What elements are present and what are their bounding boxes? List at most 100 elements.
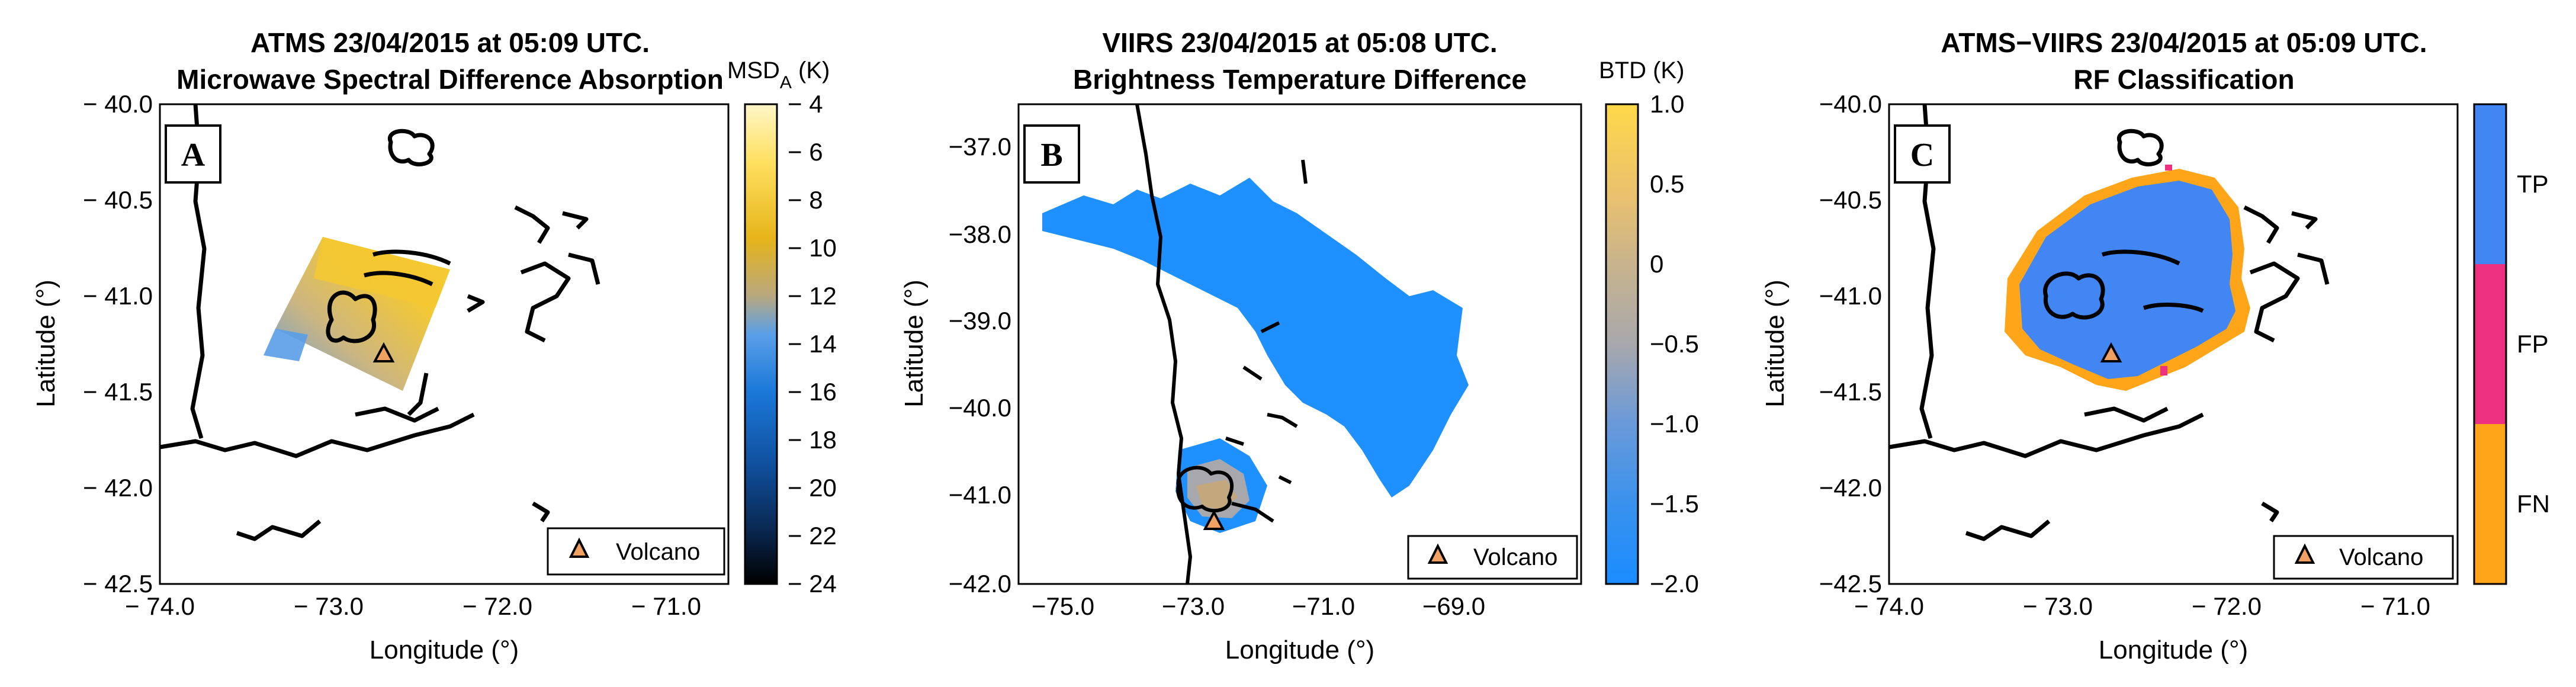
panel-a-cbtick: − 8: [788, 186, 823, 214]
panel-b-y-ticks: −37.0 −38.0 −39.0 −40.0 −41.0 −42.0: [949, 133, 1011, 598]
panel-a-xtick: − 72.0: [462, 592, 532, 620]
panel-b-cbtick: −0.5: [1650, 330, 1699, 358]
panel-a-title-line2: Microwave Spectral Difference Absorption: [176, 64, 724, 95]
panel-c-xtick: − 71.0: [2360, 592, 2430, 620]
panel-c-volcano-marker: [2100, 342, 2122, 362]
panel-c-colorbar-frame: [2473, 103, 2507, 585]
panel-b-xtick: −71.0: [1292, 592, 1355, 620]
panel-c-ylabel: Latitude (°): [1761, 280, 1790, 407]
panel-c-fp-patch: [2165, 165, 2172, 171]
panel-c-cbtick-fn: FN: [2517, 490, 2550, 518]
panel-c-fp-patch: [2160, 366, 2167, 375]
panel-a-colorbar: MSDA (K) − 4 − 6 − 8 − 10 − 12 − 14 − 16…: [727, 57, 837, 598]
panel-b-xtick: −75.0: [1032, 592, 1094, 620]
panel-c-legend-marker: [2294, 543, 2315, 564]
panel-a-cbtick: − 24: [788, 570, 837, 598]
panel-c-legend-label: Volcano: [2339, 544, 2423, 570]
panel-a-cbtick: − 6: [788, 138, 823, 166]
panel-c-map: C Volcano: [1888, 103, 2459, 585]
panel-b-ytick: −39.0: [949, 307, 1011, 335]
panel-a-cbtick: − 10: [788, 234, 837, 262]
panel-c-letter: C: [1910, 137, 1934, 174]
panel-a-coastline: [159, 104, 600, 541]
panel-a-letter: A: [181, 137, 205, 174]
panel-b-ytick: −41.0: [949, 481, 1011, 509]
panel-b-ytick: −42.0: [949, 570, 1011, 598]
panel-b-cbtick: 0.5: [1650, 170, 1684, 198]
panel-a-title-line1: ATMS 23/04/2015 at 05:09 UTC.: [250, 27, 650, 58]
panel-b-xtick: −69.0: [1422, 592, 1485, 620]
panel-a-ytick: − 42.5: [83, 570, 153, 598]
panel-c-xtick: − 72.0: [2192, 592, 2262, 620]
panel-a-cbtick: − 22: [788, 522, 837, 550]
panel-c-cbtick-fp: FP: [2517, 330, 2549, 358]
panel-c-colorbar-fp: [2474, 264, 2506, 424]
panel-a-xtick: − 73.0: [294, 592, 364, 620]
panel-c: ATMS−VIIRS 23/04/2015 at 05:09 UTC. RF C…: [1761, 27, 2550, 664]
panel-a-ylabel: Latitude (°): [31, 280, 60, 407]
panel-c-colorbar-fn: [2474, 424, 2506, 584]
panel-a-colorbar-label: MSDA (K): [727, 57, 830, 92]
panel-c-ytick: −41.0: [1819, 282, 1882, 310]
panel-b-xlabel: Longitude (°): [1225, 635, 1374, 664]
panel-a-colorbar-bar: [744, 103, 778, 585]
panel-a-cbtick: − 4: [788, 90, 823, 118]
panel-b-letter: B: [1040, 137, 1062, 174]
panel-b-legend-label: Volcano: [1473, 544, 1557, 570]
panel-c-xlabel: Longitude (°): [2099, 635, 2248, 664]
panel-a-ytick: − 40.5: [83, 186, 153, 214]
panel-c-tp-region: [2019, 181, 2235, 379]
panel-b-colorbar-label: BTD (K): [1599, 57, 1684, 84]
panel-b-ytick: −37.0: [949, 133, 1011, 160]
panel-b-cbtick: 0: [1650, 250, 1663, 278]
panel-a-axes-frame: [159, 103, 730, 585]
panel-b-cbtick: −1.0: [1650, 410, 1699, 438]
panel-c-axes-frame: [1888, 103, 2459, 585]
panel-a-x-ticks: − 74.0 − 73.0 − 72.0 − 71.0: [125, 592, 701, 620]
panel-b-title-line1: VIIRS 23/04/2015 at 05:08 UTC.: [1102, 27, 1497, 58]
panel-b-x-ticks: −75.0 −73.0 −71.0 −69.0: [1032, 592, 1485, 620]
panel-a: ATMS 23/04/2015 at 05:09 UTC. Microwave …: [31, 27, 837, 664]
panel-a-cbtick: − 12: [788, 282, 837, 310]
panel-a-ytick: − 42.0: [83, 474, 153, 502]
panel-c-xtick: − 73.0: [2023, 592, 2093, 620]
panel-c-ytick: −42.5: [1819, 570, 1882, 598]
panel-a-ytick: − 40.0: [83, 90, 153, 118]
panel-a-legend-label: Volcano: [616, 539, 700, 565]
panel-a-ytick: − 41.5: [83, 378, 153, 406]
panel-b-axes-frame: [1017, 103, 1582, 585]
panel-b: VIIRS 23/04/2015 at 05:08 UTC. Brightnes…: [900, 27, 1699, 664]
panel-b-legend-marker: [1427, 543, 1448, 564]
panel-c-ytick: −42.0: [1819, 474, 1882, 502]
panel-a-xlabel: Longitude (°): [370, 635, 519, 664]
panel-c-ytick: −40.5: [1819, 186, 1882, 214]
panel-b-map: B Volcano: [1017, 103, 1582, 585]
panel-b-title-line2: Brightness Temperature Difference: [1073, 64, 1527, 95]
panel-a-letter-box: [165, 124, 221, 184]
panel-a-cbtick: − 16: [788, 378, 837, 406]
panel-c-colorbar: TP FP FN: [2473, 103, 2550, 585]
panel-b-coastline: [1135, 104, 1308, 585]
panel-b-ytick: −40.0: [949, 394, 1011, 422]
panel-c-title-line1: ATMS−VIIRS 23/04/2015 at 05:09 UTC.: [1941, 27, 2427, 58]
panel-b-cbtick: −2.0: [1650, 570, 1699, 598]
panel-c-letter-box: [1894, 124, 1951, 184]
panel-b-cbtick: 1.0: [1650, 90, 1684, 118]
panel-c-x-ticks: − 74.0 − 73.0 − 72.0 − 71.0: [1854, 592, 2430, 620]
panel-a-cbtick: − 20: [788, 474, 837, 502]
panel-a-legend-marker: [568, 537, 590, 558]
panel-a-ytick: − 41.0: [83, 282, 153, 310]
panel-a-cbtick: − 18: [788, 426, 837, 454]
panel-a-xtick: − 71.0: [631, 592, 701, 620]
panel-c-y-ticks: −40.0 −40.5 −41.0 −41.5 −42.0 −42.5: [1819, 90, 1882, 598]
panel-a-xtick: − 74.0: [125, 592, 195, 620]
panel-b-xtick: −73.0: [1162, 592, 1225, 620]
panel-b-ylabel: Latitude (°): [900, 280, 929, 407]
panel-a-volcano-marker: [372, 342, 395, 362]
panel-c-title-line2: RF Classification: [2073, 64, 2294, 95]
panel-b-colorbar-bar: [1605, 103, 1639, 585]
panel-b-ash-cloud: [1042, 178, 1469, 497]
panel-b-ytick: −38.0: [949, 220, 1011, 248]
panel-b-colorbar: BTD (K) 1.0 0.5 0 −0.5 −1.0 −1.5 −2.0: [1599, 57, 1699, 598]
